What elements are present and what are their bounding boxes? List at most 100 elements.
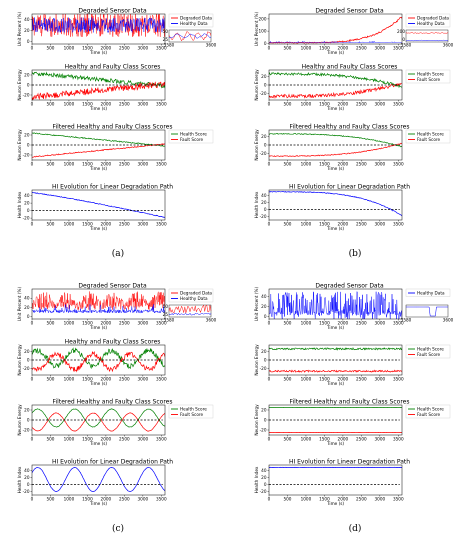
x-tick-label: 1500	[82, 497, 93, 502]
series-line-blue	[269, 291, 402, 319]
subfigure-label: (a)	[112, 248, 124, 259]
plot-area	[32, 347, 165, 373]
x-tick-label: 3500	[393, 162, 404, 167]
y-tick-label: 20	[261, 475, 267, 480]
plot-area	[32, 132, 165, 158]
y-tick-label: -20	[260, 366, 267, 371]
x-tick-label: 500	[283, 222, 291, 227]
x-tick-label: 1000	[301, 437, 312, 442]
x-tick-label: 2000	[338, 497, 349, 502]
subplot-d-1: Degraded Sensor Data 0 500 1000 1500 2000 2500…	[254, 283, 454, 331]
x-tick-label: 0	[268, 377, 271, 382]
plot-area	[269, 191, 402, 217]
panel-title: Degraded Sensor Data	[315, 8, 384, 15]
panel-title: HI Evolution for Linear Degradation Path	[52, 459, 173, 466]
series-line-red	[269, 142, 402, 157]
x-tick-label: 500	[46, 46, 54, 51]
plot-area	[269, 466, 402, 485]
y-tick-label: 20	[24, 28, 30, 33]
series-line-red	[32, 143, 165, 158]
x-tick-label: 2500	[119, 162, 130, 167]
series-line-red	[269, 82, 402, 100]
x-tick-label: 3500	[393, 437, 404, 442]
x-tick-label: 1500	[319, 321, 330, 326]
y-axis-label: Neuron Energy	[254, 69, 259, 101]
x-axis-label: Time (s)	[89, 501, 107, 506]
inset-x-tick-label: 3580	[401, 43, 412, 48]
y-axis-label: Health Index	[254, 191, 259, 218]
y-tick-label: 20	[261, 408, 267, 413]
x-tick-label: 0	[31, 162, 34, 167]
inset-line-red	[168, 31, 212, 42]
x-tick-label: 0	[268, 437, 271, 442]
plot-area	[32, 408, 165, 432]
x-tick-label: 1500	[82, 437, 93, 442]
x-axis-label: Time (s)	[326, 106, 344, 111]
subfigure-label: (b)	[349, 248, 362, 259]
x-tick-label: 2500	[356, 222, 367, 227]
x-tick-label: 1000	[301, 222, 312, 227]
x-tick-label: 2500	[356, 46, 367, 51]
y-tick-label: 0	[264, 41, 267, 46]
y-axis-label: Unit Percent (%)	[17, 12, 22, 47]
inset-x-tick-label: 3600	[443, 318, 454, 323]
x-tick-label: 2500	[356, 437, 367, 442]
x-tick-label: 0	[31, 437, 34, 442]
x-tick-label: 500	[283, 102, 291, 107]
series-line-red	[32, 412, 165, 432]
x-tick-label: 2000	[338, 377, 349, 382]
x-tick-label: 3500	[393, 377, 404, 382]
x-axis-label: Time (s)	[326, 501, 344, 506]
inset-x-tick-label: 3600	[206, 318, 217, 323]
y-tick-label: 0	[27, 208, 30, 213]
inset-frame	[405, 304, 449, 318]
plot-frame	[31, 13, 166, 45]
legend-label: Health Score	[417, 347, 444, 352]
x-tick-label: 3500	[156, 46, 167, 51]
x-tick-label: 500	[46, 102, 54, 107]
x-tick-label: 3500	[156, 437, 167, 442]
inset-y-tick-label: 200	[397, 29, 405, 34]
x-tick-label: 0	[268, 321, 271, 326]
x-tick-label: 0	[31, 497, 34, 502]
x-tick-label: 2000	[101, 321, 112, 326]
series-line-blue	[269, 191, 402, 217]
legend-label: Degraded Data	[180, 16, 212, 21]
legend-label: Health Score	[180, 407, 207, 412]
y-axis-label: Neuron Energy	[254, 404, 259, 436]
x-tick-label: 2500	[119, 222, 130, 227]
x-tick-label: 0	[268, 497, 271, 502]
inset-y-tick-label: 25	[163, 312, 169, 317]
inset-x-tick-label: 3580	[401, 318, 412, 323]
y-axis-label: Health Index	[17, 466, 22, 493]
y-tick-label: 20	[261, 349, 267, 354]
legend-label: Health Score	[417, 407, 444, 412]
inset-y-tick-label: 25	[163, 37, 169, 42]
legend-label: Fault Score	[417, 137, 441, 142]
panel-title: Filtered Healthy and Faulty Class Scores	[53, 124, 173, 131]
y-tick-label: 40	[24, 468, 30, 473]
subplot-b-3: Filtered Healthy and Faulty Class Scores…	[254, 124, 451, 171]
x-tick-label: 0	[31, 222, 34, 227]
x-tick-label: 1500	[82, 46, 93, 51]
x-tick-label: 500	[46, 321, 54, 326]
x-tick-label: 2500	[356, 321, 367, 326]
x-tick-label: 1500	[319, 497, 330, 502]
x-axis-label: Time (s)	[89, 106, 107, 111]
legend-box	[405, 13, 451, 28]
y-tick-label: 20	[24, 408, 30, 413]
x-tick-label: 2000	[101, 162, 112, 167]
y-tick-label: 0	[27, 418, 30, 423]
x-tick-label: 3500	[156, 162, 167, 167]
series-line-green	[269, 133, 402, 148]
x-tick-label: 3000	[137, 437, 148, 442]
x-tick-label: 2500	[356, 102, 367, 107]
y-tick-label: 0	[264, 418, 267, 423]
y-tick-label: -20	[260, 91, 267, 96]
plot-area	[32, 291, 165, 314]
y-tick-label: -20	[260, 489, 267, 494]
